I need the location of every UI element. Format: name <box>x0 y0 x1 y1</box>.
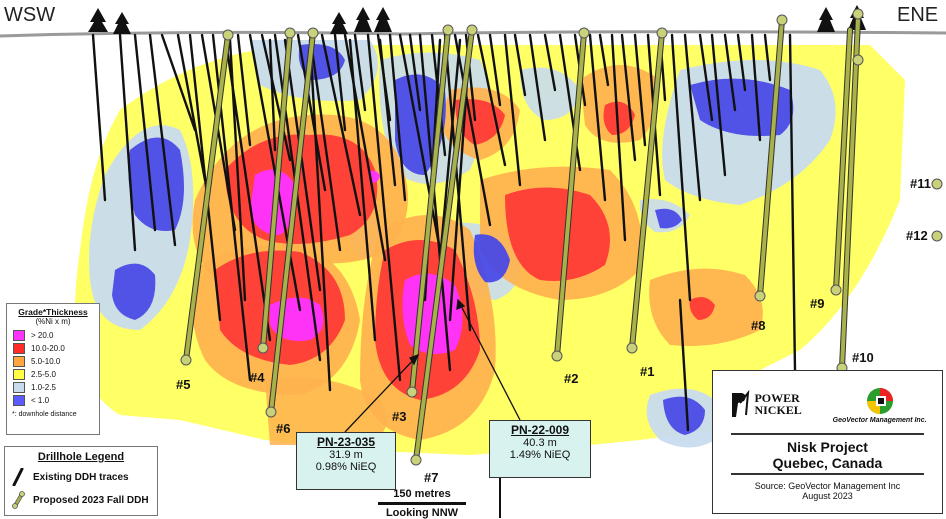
hole-label-7: #7 <box>424 470 439 485</box>
hole-label-3: #3 <box>392 409 407 424</box>
tree-icon <box>330 12 348 34</box>
geovector-logo: GeoVector Management Inc. <box>833 385 927 424</box>
callout-arrows <box>344 298 521 433</box>
callout-length: 31.9 m <box>329 449 363 461</box>
grade-legend-title: Grade*Thickness <box>18 307 88 317</box>
view-direction-label: Looking NNW <box>385 507 459 519</box>
project-location: Quebec, Canada <box>772 455 883 471</box>
tree-icon <box>817 7 835 32</box>
hole-label-12: #12 <box>906 228 928 243</box>
power-nickel-icon <box>732 389 750 417</box>
hole-label-9: #9 <box>810 296 825 311</box>
proposed-ddh-traces <box>183 17 861 463</box>
tree-icon <box>354 7 372 32</box>
contour-red <box>603 101 635 135</box>
project-name: Nisk Project <box>787 439 868 455</box>
callout-id: PN-23-035 <box>316 435 376 449</box>
callout-id: PN-22-009 <box>510 423 570 437</box>
callout-grade: 1.49% NiEQ <box>509 449 571 461</box>
grade-legend-subtitle: (%Ni x m) <box>35 317 71 326</box>
power-nickel-text: POWER NICKEL <box>754 391 802 417</box>
legend-item: 1.0-2.5 <box>13 381 99 394</box>
hole-label-4: #4 <box>250 370 265 385</box>
contour-blue <box>663 396 705 435</box>
proposed-ddh-endpoints <box>180 8 943 466</box>
separator <box>731 433 924 435</box>
contour-blue <box>128 137 184 231</box>
title-block: POWER NICKEL GeoVector Management Inc. N… <box>712 370 943 514</box>
source-text: Source: GeoVector Management Inc <box>754 481 901 491</box>
separator <box>731 473 924 475</box>
callout-length: 40.3 m <box>523 437 557 449</box>
grade-legend: Grade*Thickness (%Ni x m) > 20.0 10.0-20… <box>6 303 100 435</box>
drillhole-legend: Drillhole Legend Existing DDH traces Pro… <box>4 446 158 516</box>
hole-label-2: #2 <box>564 371 579 386</box>
contour-lightblue <box>520 67 580 120</box>
proposed-ddh-icon <box>12 491 25 509</box>
existing-ddh-icon <box>12 468 24 486</box>
geovector-icon <box>866 387 893 414</box>
hole-label-8: #8 <box>751 318 766 333</box>
legend-proposed: Proposed 2023 Fall DDH <box>11 491 157 509</box>
drillhole-legend-title: Drillhole Legend <box>37 451 125 463</box>
logos-row: POWER NICKEL GeoVector Management Inc. <box>713 377 942 431</box>
legend-item: 5.0-10.0 <box>13 355 99 368</box>
tree-icon <box>88 8 108 32</box>
ground-surface <box>0 30 946 38</box>
scale-bar: 150 metres Looking NNW <box>372 488 472 519</box>
hole-label-6: #6 <box>276 421 291 436</box>
contour-blue <box>655 208 682 229</box>
legend-existing: Existing DDH traces <box>11 468 157 486</box>
legend-note: *: downhole distance <box>12 411 77 418</box>
legend-item: > 20.0 <box>13 329 99 342</box>
date-text: August 2023 <box>802 491 853 501</box>
callout-pn-22-009: PN-22-009 40.3 m 1.49% NiEQ <box>489 420 591 478</box>
contour-red <box>689 296 715 320</box>
tree-icon <box>113 12 131 34</box>
legend-item: 10.0-20.0 <box>13 342 99 355</box>
contour-red <box>505 187 610 281</box>
hole-label-10: #10 <box>852 350 874 365</box>
direction-west-label: WSW <box>4 4 56 26</box>
contour-blue <box>690 78 794 136</box>
scale-bar-line <box>378 502 466 505</box>
geovector-text: GeoVector Management Inc. <box>832 416 927 424</box>
contour-orange <box>265 377 387 445</box>
tree-icon <box>374 7 392 32</box>
legend-item: < 1.0 <box>13 394 99 407</box>
existing-ddh-traces <box>91 33 797 432</box>
scale-label: 150 metres <box>393 488 451 500</box>
callout-pn-23-035: PN-23-035 31.9 m 0.98% NiEQ <box>296 432 396 490</box>
hole-label-1: #1 <box>640 364 655 379</box>
hole-label-11: #11 <box>910 176 931 191</box>
legend-item: 2.5-5.0 <box>13 368 99 381</box>
contour-blue <box>112 263 156 320</box>
callout-grade: 0.98% NiEQ <box>315 461 377 473</box>
hole-label-5: #5 <box>176 377 191 392</box>
direction-east-label: ENE <box>897 4 939 26</box>
contour-blue <box>473 234 510 283</box>
power-nickel-logo: POWER NICKEL <box>728 389 802 419</box>
